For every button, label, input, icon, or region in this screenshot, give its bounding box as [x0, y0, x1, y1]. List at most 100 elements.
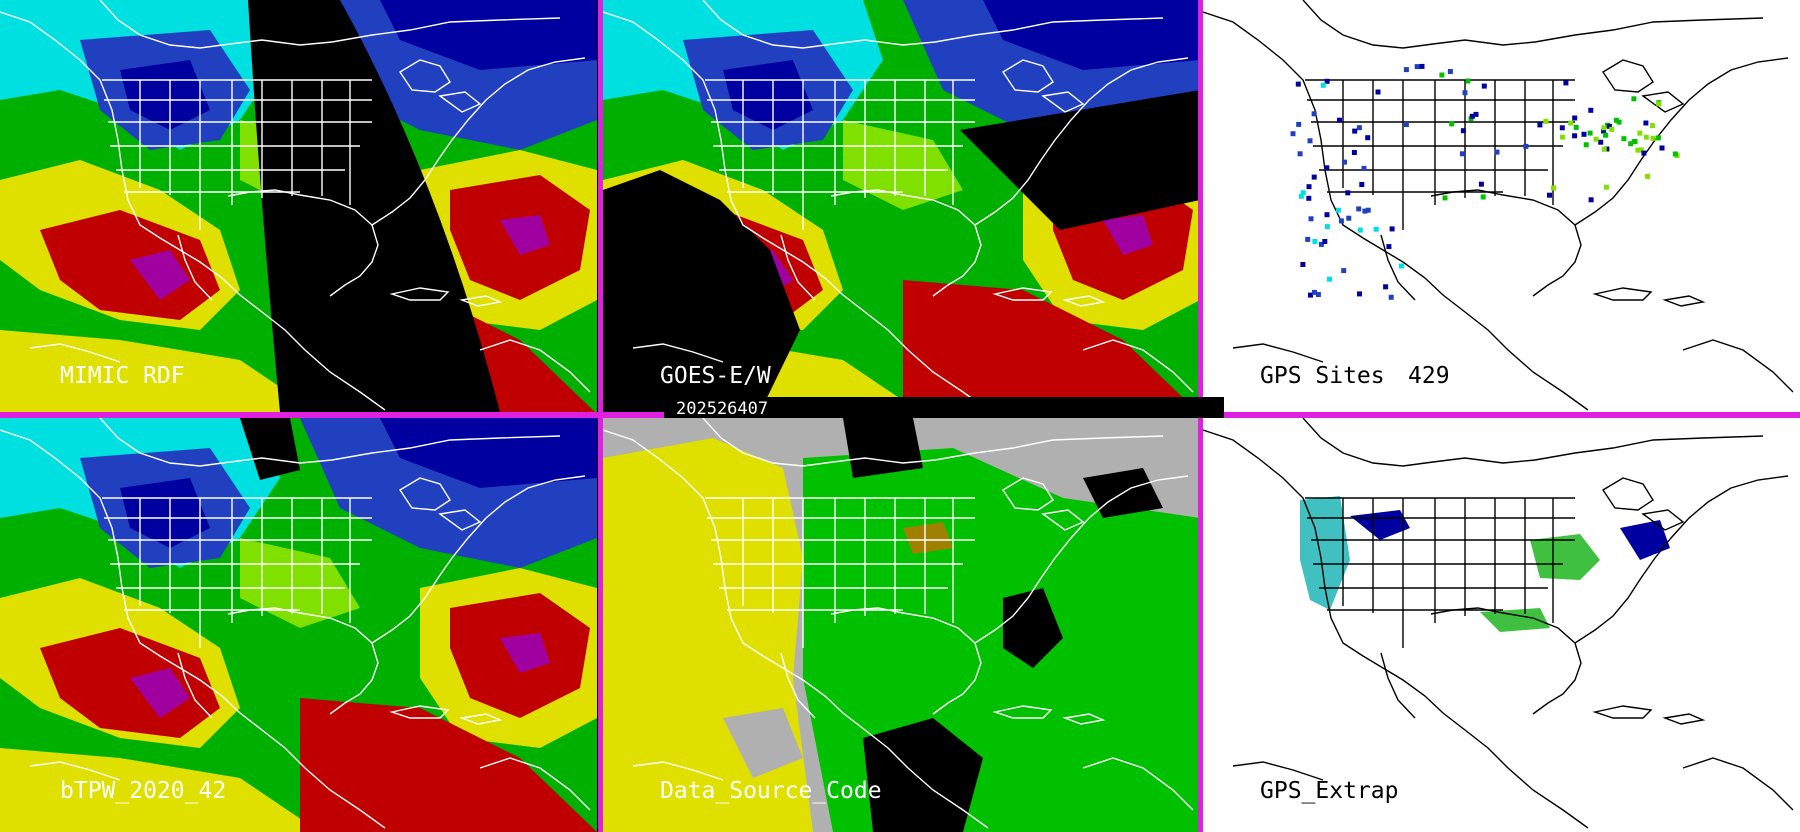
- gps-site-marker: [1628, 141, 1634, 147]
- gps-site-marker: [1494, 149, 1500, 155]
- gps-site-markers: [1290, 63, 1680, 300]
- gps-site-marker: [1537, 122, 1543, 128]
- gps-site-marker: [1572, 133, 1578, 139]
- gps-site-marker: [1337, 117, 1342, 123]
- gps-site-marker: [1338, 218, 1344, 224]
- gps-site-marker: [1588, 107, 1594, 113]
- missing-data-patch: [240, 418, 300, 480]
- gps-site-marker: [1469, 113, 1475, 119]
- extrap-region-gulf: [1480, 608, 1550, 632]
- gps-site-marker: [1335, 207, 1341, 213]
- gps-site-marker: [1478, 181, 1484, 187]
- timestamp-background: [664, 397, 1224, 418]
- label-data-source-code: Data_Source_Code: [660, 778, 882, 804]
- gps-site-marker: [1462, 90, 1468, 96]
- gps-site-marker: [1311, 174, 1317, 180]
- gps-site-marker: [1632, 139, 1638, 144]
- label-btpw: bTPW_2020_42: [60, 778, 226, 804]
- gps-site-marker: [1357, 291, 1362, 297]
- gps-site-marker: [1609, 126, 1615, 132]
- missing-data-patch: [603, 170, 800, 412]
- gps-site-marker: [1365, 135, 1371, 141]
- missing-data-patch-east: [960, 90, 1200, 230]
- gps-site-marker: [1601, 128, 1607, 134]
- gps-site-marker: [1388, 294, 1394, 300]
- gps-site-marker: [1643, 120, 1649, 126]
- panel-data-source-code: [603, 418, 1200, 832]
- gps-site-marker: [1449, 121, 1455, 127]
- gps-site-marker: [1672, 151, 1678, 157]
- gps-site-marker: [1318, 241, 1324, 247]
- gps-sites-count: 429: [1408, 363, 1450, 389]
- gps-site-marker: [1581, 131, 1587, 137]
- gps-site-marker: [1296, 121, 1302, 127]
- gps-site-marker: [1345, 190, 1351, 196]
- gps-site-marker: [1543, 118, 1549, 124]
- gps-site-marker: [1356, 125, 1362, 131]
- gps-site-marker: [1641, 150, 1647, 156]
- gps-site-marker: [1559, 125, 1565, 131]
- gps-site-marker: [1306, 195, 1312, 201]
- gps-site-marker: [1311, 111, 1317, 117]
- panel-mimic-rdf: [0, 0, 597, 412]
- gps-site-marker: [1307, 138, 1313, 144]
- gps-site-marker: [1306, 184, 1312, 190]
- gps-site-marker: [1290, 131, 1296, 137]
- gps-site-marker: [1568, 120, 1574, 126]
- gps-site-marker: [1481, 83, 1487, 89]
- gps-site-marker: [1383, 284, 1389, 290]
- timestamp-bar: 202526407: [664, 397, 1224, 419]
- gps-site-marker: [1315, 292, 1321, 297]
- gps-site-marker: [1650, 135, 1656, 141]
- gps-site-marker: [1601, 146, 1607, 152]
- gps-site-marker: [1324, 212, 1330, 218]
- gps-site-marker: [1414, 64, 1420, 70]
- gps-site-marker: [1473, 111, 1479, 117]
- gps-site-marker: [1563, 80, 1569, 86]
- gps-site-marker: [1638, 147, 1644, 153]
- gps-site-marker: [1359, 182, 1365, 187]
- gps-site-marker: [1322, 239, 1328, 244]
- gps-site-marker: [1588, 197, 1594, 203]
- gps-site-marker: [1361, 165, 1367, 171]
- gps-site-marker: [1297, 151, 1303, 157]
- gps-site-marker: [1480, 194, 1486, 200]
- panel-gps-extrap: [1203, 418, 1800, 832]
- extrap-region-midwest: [1530, 534, 1600, 580]
- gps-site-marker: [1324, 165, 1330, 171]
- gps-site-marker: [1460, 128, 1466, 134]
- label-goes-e-w: GOES-E/W: [660, 363, 771, 389]
- gps-site-marker: [1305, 236, 1311, 242]
- panel-goes-e-w: [603, 0, 1200, 412]
- gps-site-marker: [1300, 190, 1306, 196]
- gps-site-marker: [1356, 206, 1362, 212]
- gps-site-marker: [1635, 147, 1641, 153]
- gps-site-marker: [1572, 115, 1578, 121]
- gps-site-marker: [1655, 135, 1661, 141]
- gps-site-marker: [1465, 78, 1471, 84]
- gps-site-marker: [1295, 81, 1301, 87]
- extrap-region-west: [1300, 496, 1350, 610]
- gps-site-marker: [1631, 96, 1637, 102]
- gps-site-marker: [1442, 195, 1448, 201]
- gps-site-marker: [1593, 136, 1599, 142]
- gps-site-marker: [1346, 215, 1352, 221]
- gps-site-marker: [1300, 262, 1306, 267]
- panel-btpw-2020-42: [0, 418, 597, 832]
- gps-site-marker: [1375, 89, 1381, 95]
- gps-site-marker: [1603, 184, 1609, 190]
- gps-site-marker: [1616, 119, 1622, 125]
- gps-site-marker: [1645, 173, 1651, 179]
- gps-site-marker: [1447, 69, 1453, 74]
- gps-site-marker: [1604, 146, 1610, 152]
- label-gps-extrap: GPS_Extrap: [1260, 778, 1398, 804]
- gps-site-marker: [1351, 150, 1357, 155]
- gps-site-marker: [1320, 82, 1326, 88]
- gps-site-marker: [1365, 207, 1371, 213]
- gps-site-marker: [1386, 244, 1392, 250]
- gps-site-marker: [1621, 136, 1627, 142]
- gps-site-marker: [1308, 292, 1313, 298]
- gps-site-marker: [1327, 276, 1332, 282]
